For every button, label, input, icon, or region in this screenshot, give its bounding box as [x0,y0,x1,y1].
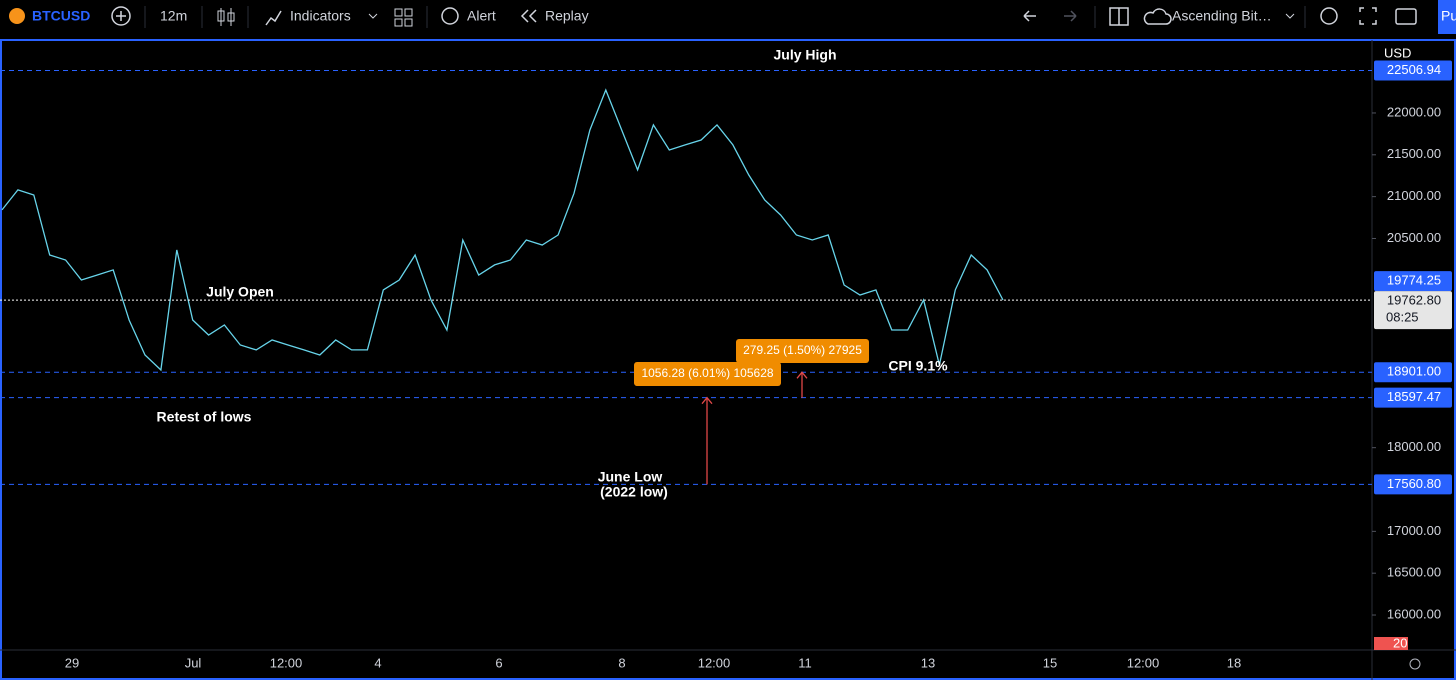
volume-label: 20 [1393,635,1407,650]
annotation: (2022 low) [600,484,668,500]
annotation: CPI 9.1% [888,358,948,374]
fullscreen[interactable] [1359,7,1377,25]
countdown: 08:25 [1386,310,1419,325]
level-label: 17560.80 [1387,476,1441,491]
x-tick-label: Jul [185,655,202,670]
dropdown[interactable] [368,13,378,19]
y-tick-label: 18000.00 [1387,439,1441,454]
x-tick-label: 12:00 [1127,655,1160,670]
level-label-bg [1374,60,1452,81]
annotation: June Low [598,469,663,485]
level-label: 18901.00 [1387,364,1441,379]
settings[interactable] [1320,7,1338,25]
layout-name[interactable]: Ascending Bit… [1172,8,1272,24]
layout-icon[interactable] [1109,7,1129,26]
x-tick-label: 4 [374,655,381,670]
level-label-bg [1374,362,1452,383]
chart-type[interactable] [217,8,235,26]
x-tick-label: 12:00 [270,655,303,670]
last-price-label: 19762.80 [1387,293,1441,308]
alert[interactable]: Alert [467,8,496,24]
y-tick-label: 21500.00 [1387,146,1441,161]
level-label-bg [1374,474,1452,495]
x-tick-label: 13 [921,655,935,670]
indicators[interactable]: Indicators [290,8,351,24]
dropdown[interactable] [1285,13,1295,19]
price-line [1,88,1004,372]
annotation: July Open [206,284,274,300]
measure-label-bg [634,362,781,386]
measure-label-bg [736,339,869,363]
volume-label-bg [1374,637,1408,650]
measure-arrow-head [796,371,808,379]
x-tick-label: 29 [65,655,79,670]
bar-high-label: 19774.25 [1387,273,1441,288]
level-label: 22506.94 [1387,62,1441,77]
x-tick-label: 12:00 [698,655,731,670]
measure-label: 279.25 (1.50%) 27925 [743,343,862,357]
templates[interactable] [394,8,413,27]
add-symbol[interactable] [111,6,131,26]
currency[interactable]: USD [1384,45,1411,60]
x-tick-label: 18 [1227,655,1241,670]
bar-high-bg [1374,271,1452,292]
annotation: Retest of lows [157,409,252,425]
x-tick-label: 6 [495,655,502,670]
replay-icon [520,9,537,23]
replay[interactable]: Replay [545,8,589,24]
y-tick-label: 16000.00 [1387,606,1441,621]
redo[interactable] [1064,10,1077,22]
x-tick-label: 11 [798,655,812,670]
x-tick-label: 8 [618,655,625,670]
publish[interactable]: Pu [1441,8,1456,24]
add-icon [116,11,126,21]
symbol-icon[interactable] [9,8,25,24]
y-tick-label: 16500.00 [1387,565,1441,580]
screenshot[interactable] [1395,8,1417,25]
alert-icon [441,7,459,25]
publish-button[interactable] [1438,0,1456,34]
symbol[interactable]: BTCUSD [32,8,90,24]
interval[interactable]: 12m [160,8,187,24]
level-label: 18597.47 [1387,389,1441,404]
chart-frame [0,39,1456,680]
last-price-bg [1374,291,1452,330]
axis-settings[interactable] [1409,658,1421,670]
level-label-bg [1374,387,1452,408]
y-tick-label: 21000.00 [1387,188,1441,203]
toolbar: BTCUSD 12m Indicators Alert Replay Ascen… [9,0,1456,34]
measure-label: 1056.28 (6.01%) 105628 [641,366,773,380]
y-tick-label: 22000.00 [1387,104,1441,119]
indicators-icon [265,10,282,26]
undo[interactable] [1023,10,1036,22]
measure-arrow-head [701,396,713,405]
annotation: July High [773,47,836,63]
y-tick-label: 20500.00 [1387,230,1441,245]
y-tick-label: 17000.00 [1387,523,1441,538]
cloud-icon [1143,8,1172,25]
x-tick-label: 15 [1043,655,1057,670]
